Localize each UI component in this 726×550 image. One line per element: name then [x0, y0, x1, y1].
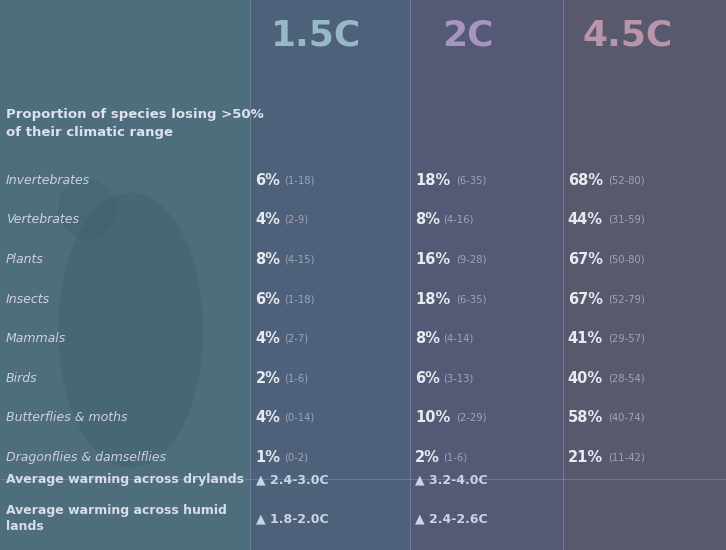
Text: (52-79): (52-79) — [608, 294, 645, 304]
Text: Birds: Birds — [6, 372, 38, 385]
Text: (40-74): (40-74) — [608, 413, 645, 423]
Text: (1-18): (1-18) — [284, 175, 314, 185]
Text: (3-13): (3-13) — [444, 373, 474, 383]
Text: ▲ 1.8-2.0C: ▲ 1.8-2.0C — [256, 512, 328, 525]
Text: 6%: 6% — [256, 173, 280, 188]
Text: Average warming across humid
lands: Average warming across humid lands — [6, 504, 227, 534]
Text: Invertebrates: Invertebrates — [6, 174, 90, 187]
Text: (29-57): (29-57) — [608, 334, 645, 344]
Text: (6-35): (6-35) — [456, 175, 486, 185]
Text: (2-9): (2-9) — [284, 215, 308, 225]
Text: 68%: 68% — [568, 173, 603, 188]
Text: 8%: 8% — [415, 331, 440, 346]
Text: 4.5C: 4.5C — [583, 19, 673, 53]
Text: (2-7): (2-7) — [284, 334, 308, 344]
Text: 40%: 40% — [568, 371, 603, 386]
Text: Butterflies & moths: Butterflies & moths — [6, 411, 127, 425]
Text: (6-35): (6-35) — [456, 294, 486, 304]
FancyBboxPatch shape — [250, 0, 410, 550]
Text: Dragonflies & damselflies: Dragonflies & damselflies — [6, 451, 166, 464]
Text: 41%: 41% — [568, 331, 603, 346]
Ellipse shape — [58, 179, 116, 239]
Ellipse shape — [58, 192, 203, 468]
Text: Vertebrates: Vertebrates — [6, 213, 79, 227]
Text: (4-16): (4-16) — [444, 215, 474, 225]
Text: 2C: 2C — [443, 19, 494, 53]
Text: (1-6): (1-6) — [444, 453, 468, 463]
Text: 58%: 58% — [568, 410, 603, 426]
Text: 10%: 10% — [415, 410, 451, 426]
Text: (11-42): (11-42) — [608, 453, 645, 463]
Text: 4%: 4% — [256, 212, 280, 228]
Text: (0-2): (0-2) — [284, 453, 308, 463]
Text: (52-80): (52-80) — [608, 175, 645, 185]
Text: 6%: 6% — [256, 292, 280, 307]
Text: Proportion of species losing >50%
of their climatic range: Proportion of species losing >50% of the… — [6, 108, 264, 139]
Text: Plants: Plants — [6, 253, 44, 266]
FancyBboxPatch shape — [410, 0, 563, 550]
Text: 67%: 67% — [568, 252, 603, 267]
Text: 18%: 18% — [415, 173, 451, 188]
Text: 8%: 8% — [256, 252, 280, 267]
Text: 4%: 4% — [256, 410, 280, 426]
Text: Average warming across drylands: Average warming across drylands — [6, 473, 244, 486]
Text: (4-15): (4-15) — [284, 255, 314, 265]
Text: 21%: 21% — [568, 450, 603, 465]
Text: Insects: Insects — [6, 293, 50, 306]
Text: 4%: 4% — [256, 331, 280, 346]
Text: 2%: 2% — [415, 450, 440, 465]
Text: 1.5C: 1.5C — [271, 19, 361, 53]
Text: ▲ 3.2-4.0C: ▲ 3.2-4.0C — [415, 473, 488, 486]
Text: ▲ 2.4-2.6C: ▲ 2.4-2.6C — [415, 512, 488, 525]
Text: 18%: 18% — [415, 292, 451, 307]
Text: 44%: 44% — [568, 212, 603, 228]
Text: 8%: 8% — [415, 212, 440, 228]
Text: 16%: 16% — [415, 252, 450, 267]
Text: (50-80): (50-80) — [608, 255, 645, 265]
Text: (1-6): (1-6) — [284, 373, 308, 383]
Text: 2%: 2% — [256, 371, 280, 386]
Text: 1%: 1% — [256, 450, 280, 465]
Text: (4-14): (4-14) — [444, 334, 474, 344]
Text: (1-18): (1-18) — [284, 294, 314, 304]
Text: (9-28): (9-28) — [456, 255, 486, 265]
Text: Mammals: Mammals — [6, 332, 66, 345]
Text: (2-29): (2-29) — [456, 413, 486, 423]
Text: (0-14): (0-14) — [284, 413, 314, 423]
Text: 6%: 6% — [415, 371, 440, 386]
FancyBboxPatch shape — [563, 0, 726, 550]
Text: (31-59): (31-59) — [608, 215, 645, 225]
Text: (28-54): (28-54) — [608, 373, 645, 383]
Text: 67%: 67% — [568, 292, 603, 307]
Text: ▲ 2.4-3.0C: ▲ 2.4-3.0C — [256, 473, 328, 486]
